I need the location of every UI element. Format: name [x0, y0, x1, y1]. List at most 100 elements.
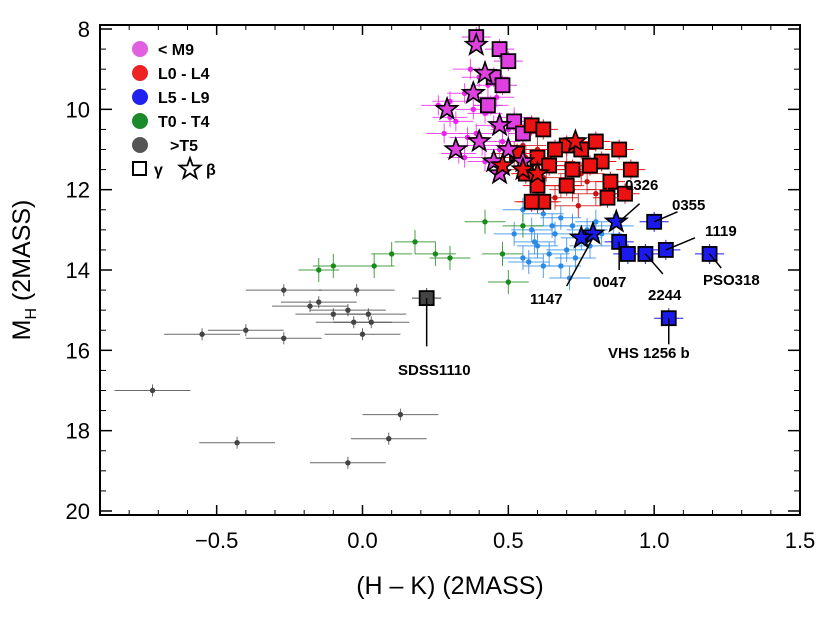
field-point [549, 223, 555, 229]
y-tick-label: 12 [66, 178, 90, 203]
field-point [365, 311, 372, 317]
gamma-square-marker [564, 161, 581, 178]
field-point [453, 118, 459, 125]
y-tick-label: 20 [66, 499, 90, 524]
field-point [572, 255, 579, 261]
annotation-leader-line [644, 253, 664, 275]
legend-label: T0 - T4 [158, 114, 210, 131]
x-tick-label: 0.0 [347, 528, 378, 553]
annotation-label: 1147 [530, 291, 563, 308]
y-tick-label: 8 [78, 17, 90, 42]
field-point [540, 263, 547, 269]
beta-star-marker [495, 136, 522, 161]
field-point [520, 255, 526, 261]
field-point [528, 227, 535, 233]
legend-gamma-square [132, 161, 147, 176]
field-point [482, 219, 488, 225]
annotation-label: 1119 [705, 223, 737, 240]
field-point [199, 331, 205, 337]
field-point [558, 215, 564, 221]
field-point [467, 66, 474, 72]
gamma-square-marker [611, 141, 628, 158]
legend-label: < M9 [158, 42, 194, 59]
field-point [359, 331, 366, 337]
legend-beta-star [176, 155, 204, 181]
field-point [316, 267, 322, 273]
x-tick-label: 1.5 [785, 528, 816, 553]
y-axis-title-sub: H [23, 308, 40, 320]
legend-gamma-label: γ [154, 162, 163, 179]
legend-label: L5 - L9 [158, 90, 210, 107]
x-axis-title: (H – K) (2MASS) [356, 572, 544, 600]
annotation-label: SDSS1110 [398, 362, 471, 379]
y-axis-title-main: M [8, 320, 36, 341]
x-tick-label: −0.5 [195, 528, 238, 553]
field-point [447, 255, 453, 261]
beta-star-marker [463, 31, 489, 56]
annotation-leader-line [709, 253, 722, 269]
gamma-square-marker [523, 193, 540, 210]
field-point [371, 263, 377, 269]
field-point [432, 251, 439, 257]
field-point [499, 251, 506, 257]
field-point [234, 440, 240, 446]
legend-swatch [132, 137, 148, 153]
legend-swatch [132, 113, 148, 129]
beta-star-marker [489, 152, 516, 177]
gamma-square-marker [582, 157, 598, 174]
field-point [593, 190, 599, 197]
legend-label: L0 - L4 [158, 66, 210, 83]
field-point [149, 387, 156, 394]
field-point [499, 138, 506, 145]
legend-label: >T5 [170, 138, 198, 155]
gamma-square-marker [494, 77, 511, 94]
y-tick-label: 16 [66, 338, 90, 363]
x-tick-label: 1.0 [639, 528, 670, 553]
field-point [520, 223, 526, 229]
legend-swatch [132, 65, 148, 81]
annotation-label: 0355 [672, 197, 705, 214]
field-point [345, 460, 351, 466]
beta-star-marker [434, 95, 460, 121]
x-tick-label: 0.5 [493, 528, 524, 553]
field-point [534, 243, 541, 249]
field-point [316, 299, 322, 305]
field-point [531, 239, 538, 245]
gamma-square-marker [491, 41, 508, 57]
field-point [575, 203, 582, 209]
axes: −0.5 0.0 0.5 1.0 1.5 8 10 12 14 16 18 20 [66, 17, 816, 553]
field-point [281, 335, 287, 341]
beta-star-marker [562, 128, 589, 153]
gamma-square-marker [587, 133, 604, 150]
gamma-square-marker [599, 189, 616, 206]
legend: < M9 L0 - L4 L5 - L9 T0 - T4 >T5 γ β [132, 41, 216, 181]
beta-points-layer [434, 31, 629, 249]
field-point [511, 231, 517, 237]
field-point [368, 319, 374, 325]
field-point [552, 231, 558, 237]
field-point [540, 211, 547, 217]
annotation-leader-line [665, 237, 696, 251]
gamma-square-marker [480, 97, 496, 114]
legend-swatch [132, 89, 148, 105]
field-point [470, 106, 477, 113]
gamma-square-marker [500, 53, 517, 70]
beta-star-marker [486, 112, 513, 137]
annotation-label: 0326 [625, 177, 658, 194]
y-tick-label: 10 [66, 97, 90, 122]
annotation-leader-line [618, 203, 641, 223]
field-point [330, 263, 337, 269]
field-point [526, 259, 532, 265]
field-point [593, 219, 599, 225]
field-point [243, 327, 249, 333]
field-point [281, 287, 287, 293]
annotation-label: PSO318 [703, 272, 760, 289]
y-axis-title: MH (2MASS) [8, 200, 40, 341]
field-point [412, 239, 418, 245]
field-point [388, 251, 395, 257]
gamma-square-marker [535, 121, 552, 138]
gamma-square-marker [602, 173, 619, 190]
beta-star-marker [466, 128, 492, 153]
